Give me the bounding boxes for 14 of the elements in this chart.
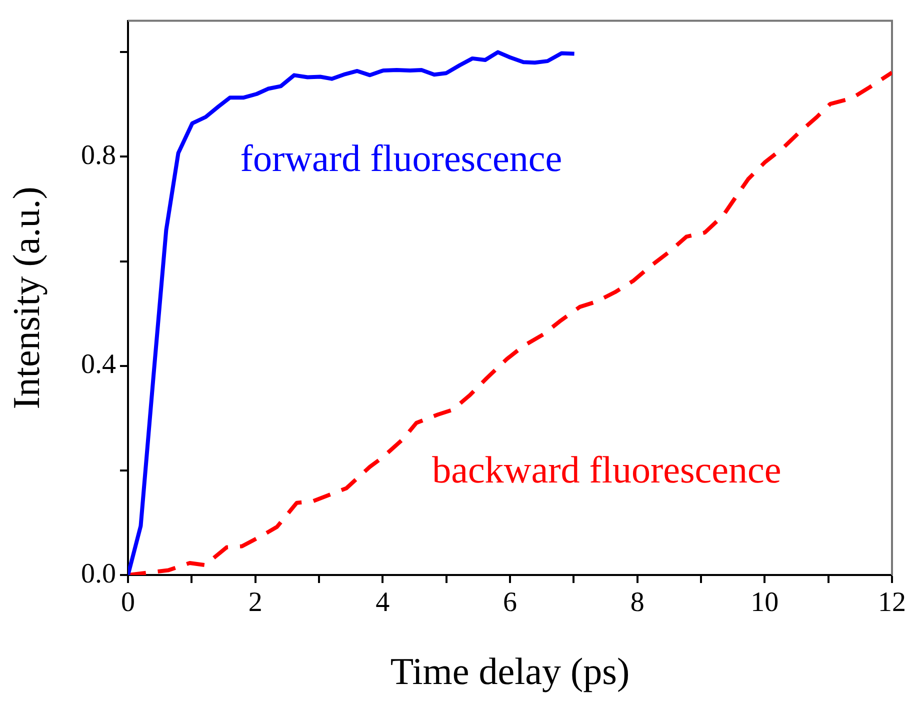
series-label: backward fluorescence	[432, 449, 782, 492]
y-tick-label: 0.0	[81, 558, 116, 590]
x-axis-title: Time delay (ps)	[390, 651, 630, 694]
x-tick-label: 12	[878, 587, 906, 618]
y-tick-label: 0.4	[81, 349, 116, 380]
x-tick-label: 6	[503, 587, 517, 618]
x-tick-label: 4	[376, 587, 390, 618]
x-tick-label: 8	[630, 587, 644, 618]
series-label: forward fluorescence	[240, 138, 562, 180]
x-tick-label: 2	[248, 587, 262, 618]
x-tick-label: 0	[121, 587, 135, 618]
y-axis-title: Intensity (a.u.)	[6, 186, 48, 410]
y-tick-label: 0.8	[81, 140, 116, 172]
x-tick-label: 10	[750, 587, 779, 618]
